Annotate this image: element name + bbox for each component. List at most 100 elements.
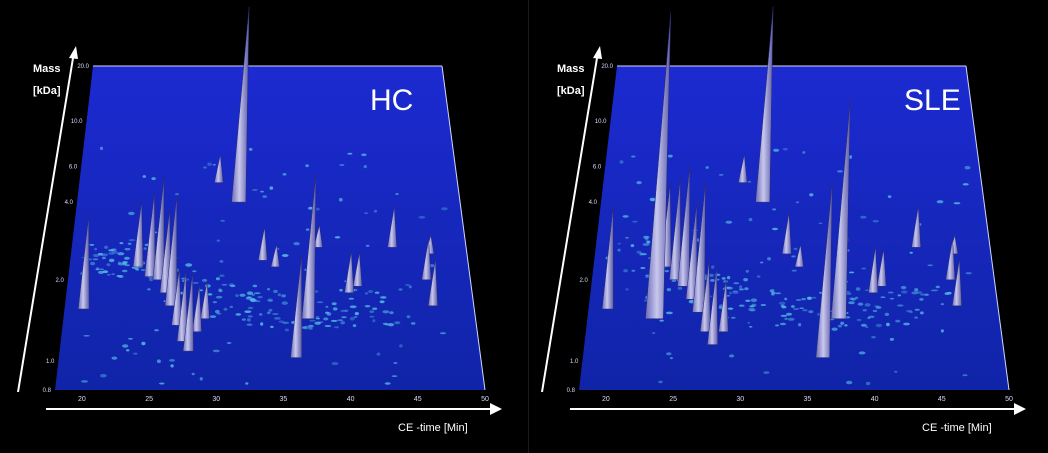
- spot: [219, 260, 224, 263]
- spot: [617, 248, 621, 252]
- spot: [622, 215, 629, 218]
- spot: [267, 299, 274, 302]
- y-tick-label: 10.0: [71, 119, 83, 125]
- y-tick-label: 0.8: [43, 388, 52, 394]
- y-tick-label: 6.0: [69, 164, 78, 170]
- spot: [931, 289, 938, 292]
- spot: [733, 282, 740, 285]
- spot: [334, 236, 341, 239]
- spot: [906, 309, 913, 313]
- spot: [669, 357, 673, 360]
- spot: [96, 267, 100, 271]
- spot: [315, 317, 321, 320]
- spot: [337, 319, 344, 322]
- spot: [394, 321, 401, 325]
- spot: [780, 314, 788, 317]
- spot: [865, 289, 869, 292]
- spot: [303, 325, 310, 330]
- spot: [865, 381, 871, 386]
- x-tick-label: 50: [1005, 396, 1013, 403]
- spot: [799, 307, 804, 310]
- x-tick-label: 45: [414, 396, 422, 403]
- spot: [784, 317, 788, 320]
- spot: [180, 291, 184, 295]
- spot: [644, 237, 649, 241]
- y-axis-label-mass: Mass: [33, 63, 61, 75]
- panel-title: HC: [370, 84, 413, 117]
- spot: [281, 301, 288, 305]
- spot: [748, 307, 755, 312]
- spot: [331, 302, 337, 306]
- peak: [427, 259, 438, 307]
- spot: [772, 227, 778, 231]
- spot: [252, 284, 258, 288]
- peak: [213, 154, 224, 183]
- spot: [666, 352, 672, 356]
- spot: [382, 310, 390, 314]
- spot: [325, 305, 329, 308]
- y-axis-line: [17, 51, 75, 393]
- spot: [875, 323, 882, 328]
- spot: [393, 362, 398, 364]
- y-tick-label: 10.0: [595, 119, 607, 125]
- peak: [794, 244, 804, 268]
- y-tick-label: 2.0: [56, 278, 65, 284]
- y-axis-label-mass: Mass: [557, 63, 585, 75]
- spot: [97, 252, 104, 256]
- spot: [896, 304, 904, 307]
- y-axis-label-unit: [kDa]: [557, 85, 585, 97]
- spot: [353, 316, 358, 318]
- spot: [199, 289, 203, 292]
- spot: [729, 354, 735, 358]
- spot: [791, 269, 797, 272]
- peak: [191, 285, 202, 332]
- spot: [246, 323, 253, 326]
- spot: [140, 269, 146, 271]
- spot: [272, 313, 279, 315]
- spot: [305, 164, 309, 168]
- spot: [631, 155, 636, 158]
- spot: [220, 219, 225, 222]
- peak: [755, 6, 774, 203]
- x-tick-label: 30: [736, 396, 744, 403]
- spot: [801, 297, 806, 301]
- spot: [122, 344, 129, 348]
- spot: [632, 220, 638, 223]
- spot: [372, 319, 376, 323]
- spot: [119, 242, 124, 245]
- spot: [748, 325, 753, 328]
- spot: [340, 309, 347, 313]
- spot: [98, 270, 104, 274]
- peak: [387, 206, 398, 248]
- spot: [410, 322, 416, 325]
- spot: [99, 268, 105, 271]
- spot: [962, 183, 969, 186]
- spot: [339, 288, 343, 292]
- spot: [374, 291, 380, 294]
- spot: [769, 289, 775, 293]
- spot: [897, 294, 902, 297]
- spot: [798, 323, 802, 327]
- spot: [223, 307, 228, 311]
- spot: [207, 293, 213, 296]
- spot: [642, 243, 650, 246]
- spot: [267, 311, 271, 315]
- spot: [117, 252, 125, 256]
- spot: [269, 186, 274, 190]
- spot: [745, 299, 751, 302]
- spot: [364, 212, 369, 214]
- peak: [301, 173, 317, 319]
- spot: [235, 313, 242, 316]
- y-tick-label: 4.0: [589, 200, 598, 206]
- spot: [871, 336, 876, 339]
- peak: [421, 238, 432, 281]
- spot: [348, 297, 355, 300]
- spot: [347, 152, 353, 155]
- spot: [141, 341, 146, 346]
- spot: [953, 202, 961, 205]
- spot: [962, 374, 968, 377]
- peak: [699, 260, 711, 332]
- spot: [711, 265, 715, 269]
- spot: [617, 242, 621, 245]
- spot: [218, 288, 222, 292]
